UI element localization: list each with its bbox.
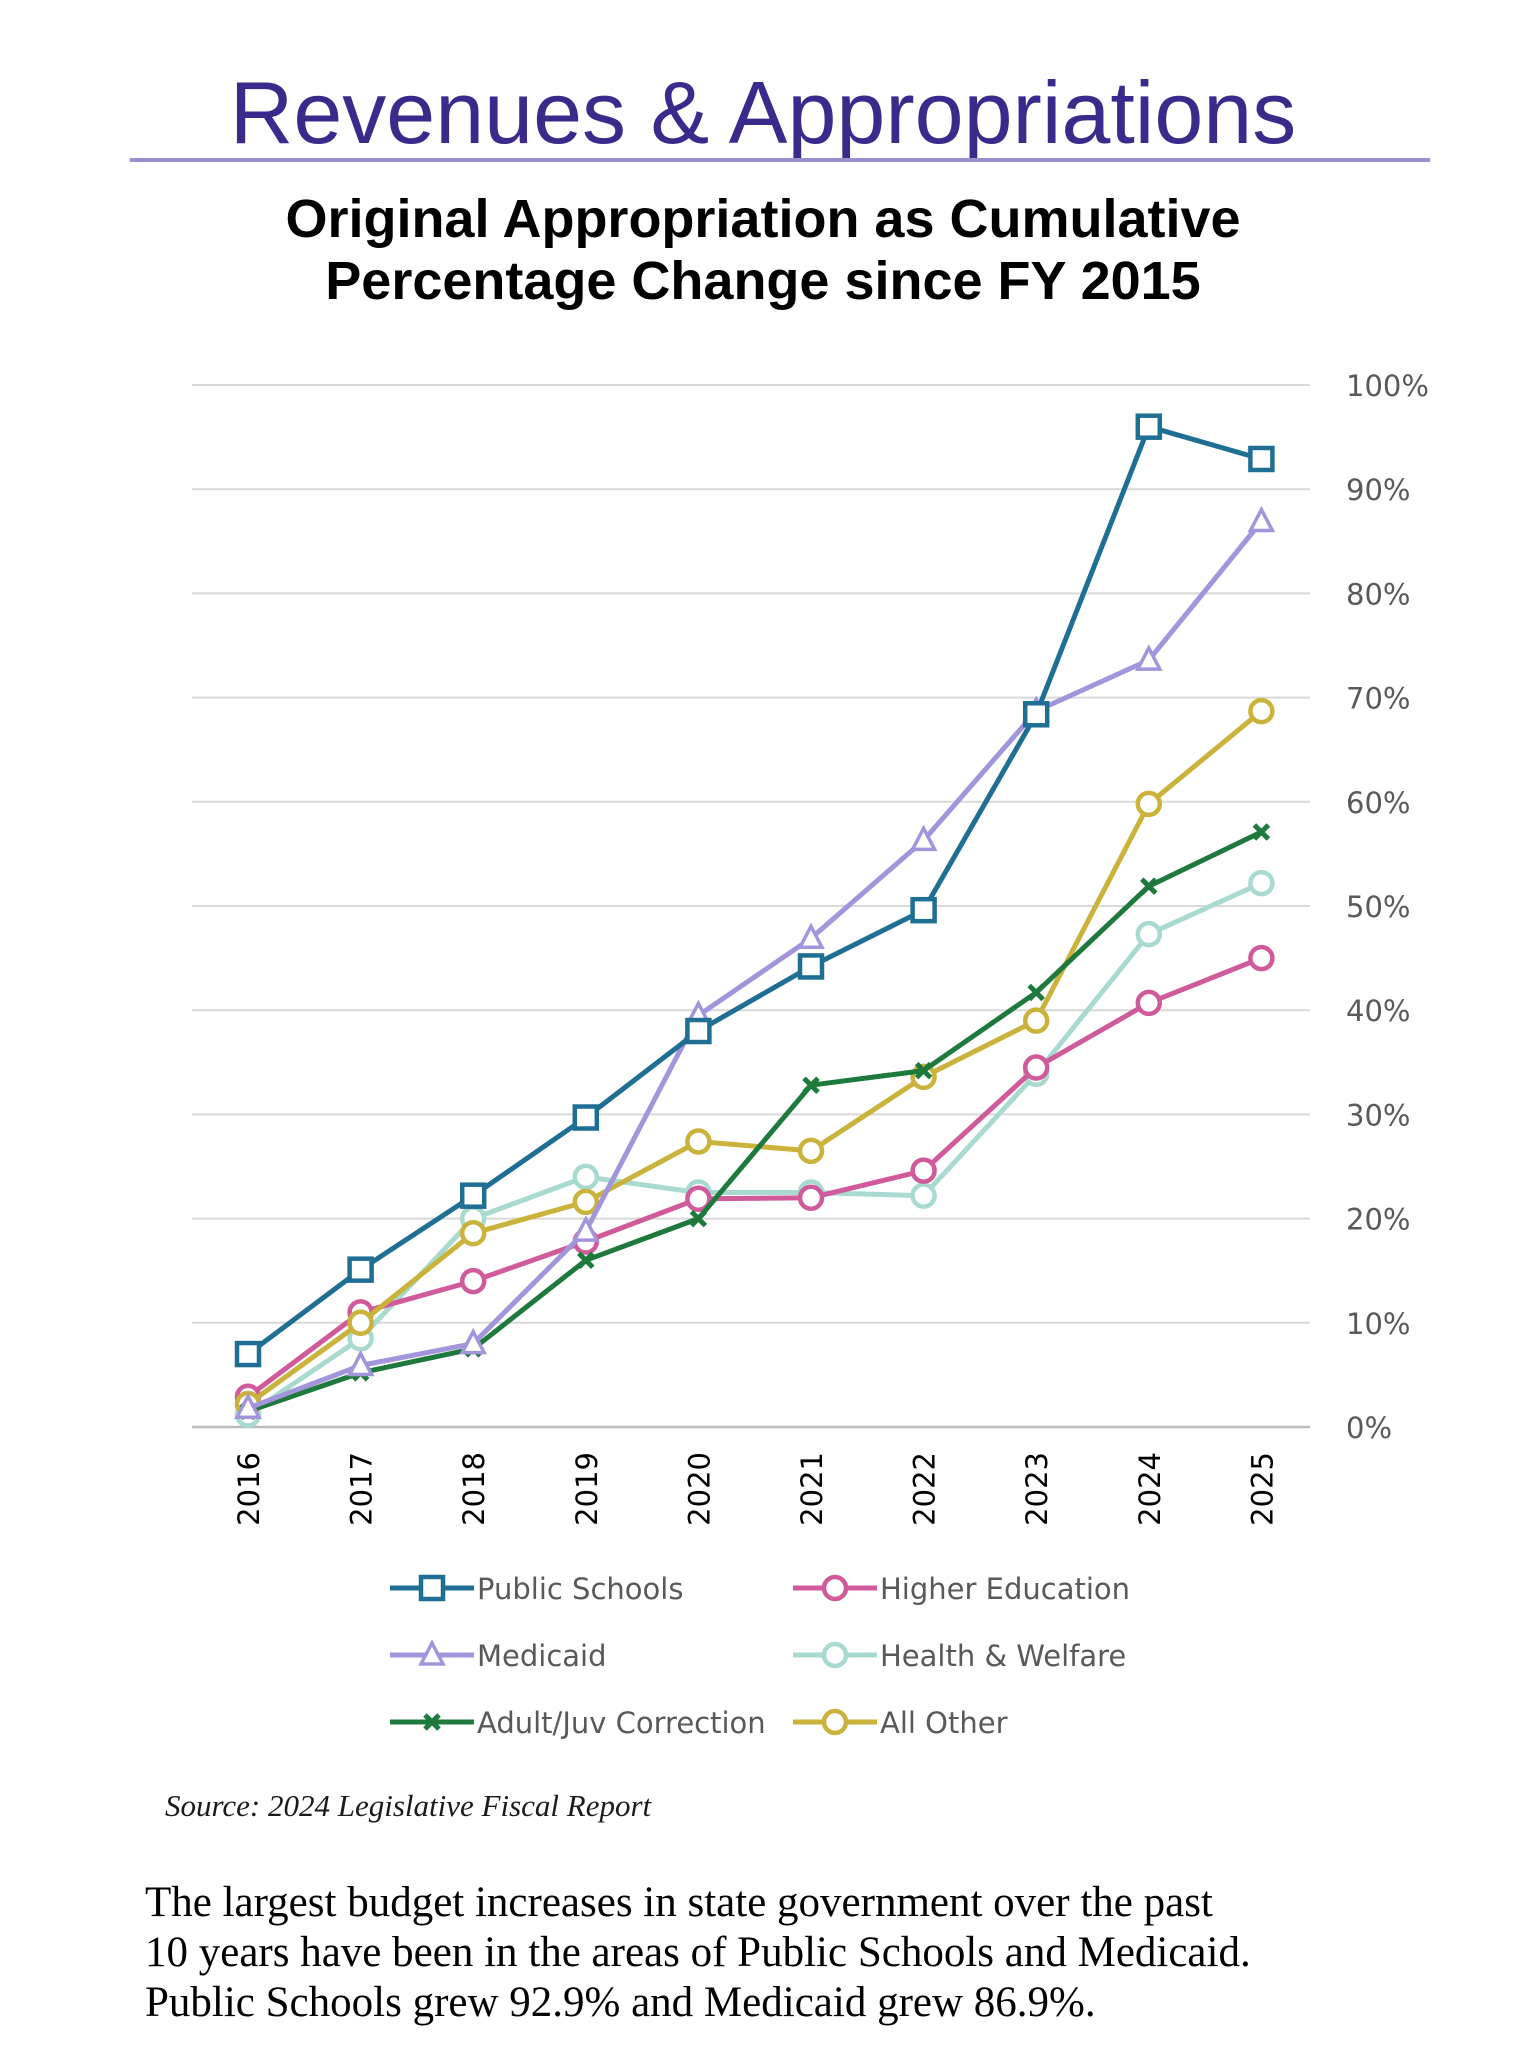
series-line-medicaid bbox=[247, 519, 1264, 1411]
series-line-all-other bbox=[246, 709, 1263, 1407]
summary-line-2: 10 years have been in the areas of Publi… bbox=[145, 1929, 1251, 1976]
data-point-health-welfare bbox=[1135, 920, 1163, 948]
data-point-public-schools bbox=[797, 953, 825, 980]
series-line-adult-juv-correction bbox=[247, 829, 1263, 1414]
chart-title-line-2: Percentage Change since FY 2015 bbox=[325, 251, 1201, 311]
page-title: Revenues & Appropriations bbox=[229, 63, 1297, 162]
data-point-medicaid bbox=[234, 1392, 262, 1419]
data-point-public-schools bbox=[1248, 445, 1275, 473]
y-tick-label: 40% bbox=[1346, 994, 1410, 1028]
legend-marker bbox=[821, 1574, 849, 1602]
y-tick-label: 70% bbox=[1346, 682, 1410, 716]
data-point-all-other bbox=[1248, 697, 1275, 725]
legend-label: All Other bbox=[880, 1706, 1008, 1740]
data-point-adult-juv-correction bbox=[802, 1076, 820, 1094]
data-point-adult-juv-correction bbox=[1252, 823, 1271, 841]
data-point-health-welfare bbox=[572, 1163, 600, 1191]
y-tick-label: 100% bbox=[1346, 369, 1429, 403]
data-point-medicaid bbox=[909, 824, 938, 852]
data-point-public-schools bbox=[1022, 701, 1050, 728]
legend-label: Health & Welfare bbox=[880, 1639, 1126, 1673]
data-point-all-other bbox=[459, 1219, 487, 1247]
legend-label: Medicaid bbox=[477, 1639, 607, 1673]
data-point-health-welfare bbox=[1248, 869, 1275, 897]
data-point-medicaid bbox=[797, 922, 825, 950]
summary-line-3: Public Schools grew 92.9% and Medicaid g… bbox=[145, 1979, 1096, 2026]
y-tick-label: 10% bbox=[1346, 1307, 1410, 1341]
data-point-public-schools bbox=[572, 1104, 600, 1131]
data-point-adult-juv-correction bbox=[1027, 983, 1045, 1002]
y-tick-label: 20% bbox=[1346, 1203, 1410, 1237]
data-point-medicaid bbox=[1247, 505, 1276, 533]
data-point-medicaid bbox=[1134, 644, 1163, 671]
data-point-adult-juv-correction bbox=[689, 1209, 708, 1228]
legend-marker bbox=[821, 1708, 849, 1736]
data-point-adult-juv-correction bbox=[1140, 877, 1158, 895]
x-tick-label: 2016 bbox=[232, 1452, 266, 1526]
data-point-adult-juv-correction bbox=[914, 1061, 933, 1080]
x-tick-label: 2017 bbox=[345, 1452, 379, 1526]
data-point-higher-education bbox=[1135, 989, 1163, 1017]
x-tick-label: 2019 bbox=[570, 1452, 604, 1526]
legend-label: Public Schools bbox=[477, 1572, 683, 1606]
data-point-health-welfare bbox=[910, 1182, 937, 1209]
data-point-all-other bbox=[1022, 1007, 1050, 1034]
series-line-public-schools bbox=[246, 424, 1263, 1357]
data-point-medicaid bbox=[571, 1215, 600, 1242]
x-tick-label: 2021 bbox=[795, 1452, 829, 1526]
x-tick-label: 2025 bbox=[1245, 1452, 1279, 1526]
data-point-public-schools bbox=[685, 1017, 712, 1045]
data-point-higher-education bbox=[797, 1184, 825, 1212]
x-tick-label: 2022 bbox=[908, 1452, 942, 1526]
y-tick-label: 90% bbox=[1346, 473, 1410, 507]
data-point-public-schools bbox=[1135, 413, 1163, 440]
data-point-public-schools bbox=[234, 1340, 262, 1368]
data-point-higher-education bbox=[459, 1267, 487, 1295]
y-tick-label: 0% bbox=[1346, 1411, 1392, 1445]
y-tick-label: 50% bbox=[1346, 890, 1410, 924]
legend-marker bbox=[418, 1639, 446, 1666]
series-line-higher-education bbox=[246, 955, 1263, 1399]
data-point-medicaid bbox=[459, 1327, 488, 1355]
data-point-public-schools bbox=[910, 896, 937, 924]
y-tick-label: 80% bbox=[1346, 577, 1410, 611]
x-tick-label: 2024 bbox=[1133, 1452, 1167, 1526]
data-point-higher-education bbox=[685, 1185, 712, 1213]
source-note: Source: 2024 Legislative Fiscal Report bbox=[165, 1788, 652, 1823]
chart-title-line-1: Original Appropriation as Cumulative bbox=[285, 189, 1241, 249]
summary-line-1: The largest budget increases in state go… bbox=[145, 1879, 1213, 1926]
legend-label: Adult/Juv Correction bbox=[477, 1706, 766, 1740]
title-divider bbox=[130, 158, 1430, 162]
data-point-higher-education bbox=[1022, 1054, 1050, 1081]
line-chart: 0% 10% 20% 30% 40% 50% 60% 70% 80% 90% 100% 2016 201… bbox=[192, 369, 1429, 1740]
y-tick-label: 60% bbox=[1346, 786, 1410, 820]
data-point-public-schools bbox=[347, 1256, 374, 1283]
data-point-all-other bbox=[572, 1188, 600, 1216]
data-point-higher-education bbox=[910, 1157, 937, 1184]
data-point-all-other bbox=[1135, 790, 1163, 818]
data-point-higher-education bbox=[1248, 944, 1275, 972]
y-tick-label: 30% bbox=[1346, 1098, 1410, 1132]
data-point-adult-juv-correction bbox=[577, 1251, 595, 1270]
chart-title: Original Appropriation as Cumulative Per… bbox=[0, 188, 1526, 312]
x-tick-label: 2018 bbox=[457, 1452, 491, 1526]
legend-marker bbox=[821, 1641, 849, 1669]
legend-marker bbox=[423, 1713, 441, 1731]
data-point-all-other bbox=[797, 1137, 825, 1165]
data-point-all-other bbox=[685, 1128, 712, 1155]
data-point-public-schools bbox=[459, 1182, 487, 1209]
x-tick-label: 2020 bbox=[682, 1452, 716, 1526]
data-point-all-other bbox=[347, 1309, 374, 1337]
summary-text: The largest budget increases in state go… bbox=[145, 1878, 1485, 2028]
legend-label: Higher Education bbox=[880, 1572, 1130, 1606]
legend-marker bbox=[418, 1574, 446, 1602]
x-tick-label: 2023 bbox=[1020, 1452, 1054, 1526]
data-point-medicaid bbox=[346, 1349, 375, 1377]
